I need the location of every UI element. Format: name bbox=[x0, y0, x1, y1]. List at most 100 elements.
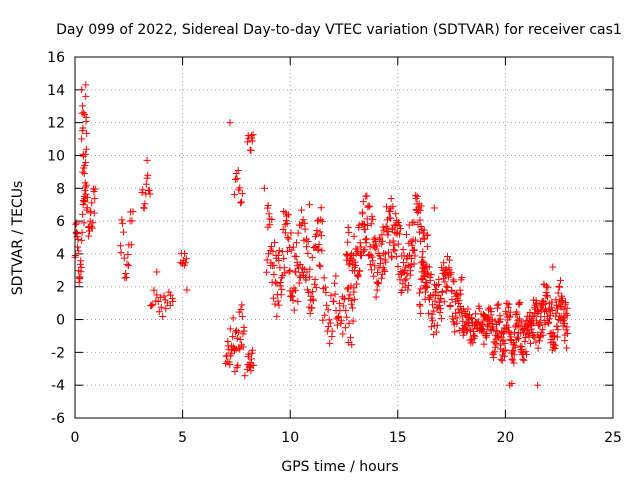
data-point bbox=[265, 250, 273, 258]
data-point bbox=[150, 286, 158, 294]
data-point bbox=[499, 336, 507, 344]
y-tick-label: 12 bbox=[47, 116, 65, 132]
data-point bbox=[548, 307, 556, 315]
data-point bbox=[466, 326, 474, 334]
data-point bbox=[388, 254, 396, 262]
data-point bbox=[375, 279, 383, 287]
data-point bbox=[231, 347, 239, 355]
data-point bbox=[335, 312, 343, 320]
data-point bbox=[348, 296, 356, 304]
data-point bbox=[348, 304, 356, 312]
data-point bbox=[339, 330, 347, 338]
data-point bbox=[446, 256, 454, 264]
data-point bbox=[536, 318, 544, 326]
data-point bbox=[349, 251, 357, 259]
data-point bbox=[502, 310, 510, 318]
y-tick-labels: -6 -4 -2 0 2 4 6 8 10 12 14 16 bbox=[47, 50, 65, 427]
data-point bbox=[562, 298, 570, 306]
data-point bbox=[284, 248, 292, 256]
data-point bbox=[491, 348, 499, 356]
data-point bbox=[480, 340, 488, 348]
data-point bbox=[347, 282, 355, 290]
data-point bbox=[377, 255, 385, 263]
data-point bbox=[420, 258, 428, 266]
y-tick-label: 6 bbox=[56, 214, 65, 230]
data-point bbox=[394, 219, 402, 227]
data-point bbox=[140, 204, 148, 212]
data-point bbox=[294, 298, 302, 306]
data-point bbox=[82, 159, 90, 167]
data-point bbox=[401, 276, 409, 284]
data-point bbox=[387, 214, 395, 222]
data-point bbox=[312, 284, 320, 292]
data-point bbox=[381, 268, 389, 276]
data-point bbox=[432, 328, 440, 336]
data-point bbox=[397, 268, 405, 276]
data-point bbox=[268, 216, 276, 224]
data-point bbox=[506, 308, 514, 316]
data-point bbox=[475, 305, 483, 313]
data-point bbox=[315, 241, 323, 249]
y-tick-label: 16 bbox=[47, 50, 65, 66]
y-tick-label: 14 bbox=[47, 83, 65, 99]
x-tick-label: 20 bbox=[496, 430, 514, 446]
data-point bbox=[345, 294, 353, 302]
data-point bbox=[437, 314, 445, 322]
data-point bbox=[378, 274, 386, 282]
data-point bbox=[292, 268, 300, 276]
data-point bbox=[339, 302, 347, 310]
data-point bbox=[510, 351, 518, 359]
data-point bbox=[444, 284, 452, 292]
data-point bbox=[309, 297, 317, 305]
data-point bbox=[285, 268, 293, 276]
data-point bbox=[74, 247, 82, 255]
data-point bbox=[523, 351, 531, 359]
data-point bbox=[248, 349, 256, 357]
data-point bbox=[274, 297, 282, 305]
data-point bbox=[361, 246, 369, 254]
data-point bbox=[82, 92, 90, 100]
data-point bbox=[475, 318, 483, 326]
data-point bbox=[413, 192, 421, 200]
data-point bbox=[563, 304, 571, 312]
data-point bbox=[341, 295, 349, 303]
data-point bbox=[486, 305, 494, 313]
data-point bbox=[303, 243, 311, 251]
data-point bbox=[120, 254, 128, 262]
data-point bbox=[542, 282, 550, 290]
data-point bbox=[325, 316, 333, 324]
data-point bbox=[162, 305, 170, 313]
data-point bbox=[433, 321, 441, 329]
data-point bbox=[317, 232, 325, 240]
data-point bbox=[88, 199, 96, 207]
data-point bbox=[504, 304, 512, 312]
data-point bbox=[273, 312, 281, 320]
data-point bbox=[372, 245, 380, 253]
data-point bbox=[296, 272, 304, 280]
data-point bbox=[143, 174, 151, 182]
data-point bbox=[485, 304, 493, 312]
data-point bbox=[81, 162, 89, 170]
data-point bbox=[299, 264, 307, 272]
data-point bbox=[356, 239, 364, 247]
data-point bbox=[425, 309, 433, 317]
data-point bbox=[373, 242, 381, 250]
data-point bbox=[315, 261, 323, 269]
data-point bbox=[238, 198, 246, 206]
data-point bbox=[515, 335, 523, 343]
data-point bbox=[77, 263, 85, 271]
data-point bbox=[420, 235, 428, 243]
data-point bbox=[419, 229, 427, 237]
data-point bbox=[275, 257, 283, 265]
data-point bbox=[551, 342, 559, 350]
data-point bbox=[284, 211, 292, 219]
data-point bbox=[381, 250, 389, 258]
y-tick-label: -4 bbox=[51, 378, 65, 394]
data-point bbox=[410, 260, 418, 268]
data-point bbox=[80, 170, 88, 178]
data-point bbox=[546, 311, 554, 319]
y-tick-label: -2 bbox=[51, 345, 65, 361]
data-point bbox=[389, 202, 397, 210]
data-point bbox=[155, 308, 163, 316]
data-point bbox=[552, 296, 560, 304]
